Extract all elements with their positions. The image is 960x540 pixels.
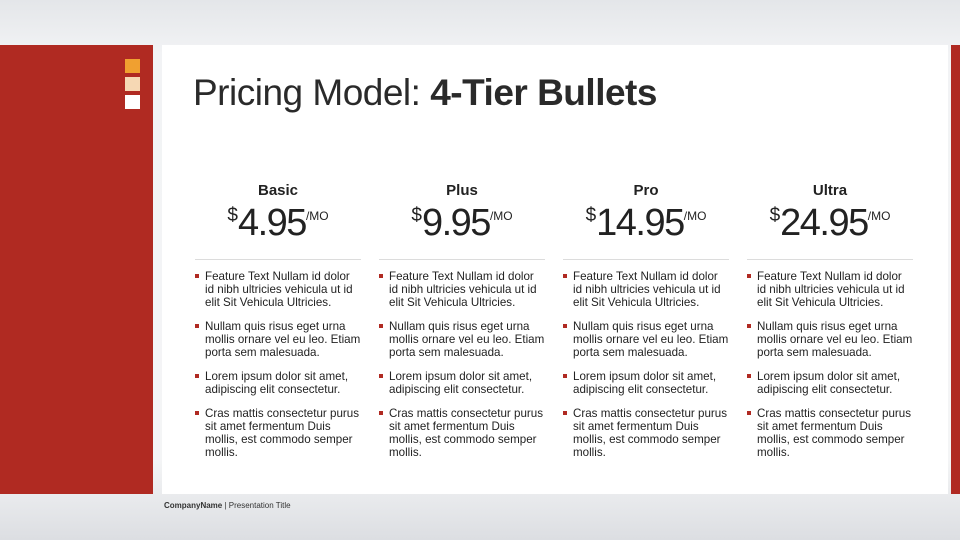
feature-text: Cras mattis consectetur purus sit amet f… <box>389 407 543 459</box>
bullet-icon <box>379 374 383 378</box>
bullet-icon <box>747 274 751 278</box>
currency-symbol: $ <box>769 205 781 226</box>
tier-name: Plus <box>446 182 478 199</box>
price-amount: 4.95 <box>237 202 307 244</box>
bullet-icon <box>747 324 751 328</box>
feature-list: Feature Text Nullam id dolor id nibh ult… <box>195 270 361 459</box>
feature-list: Feature Text Nullam id dolor id nibh ult… <box>747 270 913 459</box>
feature-text: Lorem ipsum dolor sit amet, adipiscing e… <box>389 370 533 396</box>
currency-symbol: $ <box>411 205 422 226</box>
feature-text: Feature Text Nullam id dolor id nibh ult… <box>389 270 537 309</box>
feature-list: Feature Text Nullam id dolor id nibh ult… <box>563 270 729 459</box>
price-amount: 24.95 <box>780 202 869 244</box>
tier-name: Pro <box>633 182 659 199</box>
right-accent-stripe <box>951 45 960 494</box>
bullet-icon <box>379 411 383 415</box>
accent-squares <box>125 59 140 113</box>
title-bold: 4-Tier Bullets <box>430 72 657 113</box>
tier-basic: Basic $4.95/MO Feature Text Nullam id do… <box>195 182 361 470</box>
feature-text: Nullam quis risus eget urna mollis ornar… <box>205 320 361 359</box>
price-amount: 14.95 <box>596 202 685 244</box>
feature-text: Lorem ipsum dolor sit amet, adipiscing e… <box>757 370 901 396</box>
bullet-icon <box>563 274 567 278</box>
tier-price: $24.95/MO <box>747 203 913 243</box>
slide-title: Pricing Model: 4-Tier Bullets <box>193 72 657 114</box>
tier-divider <box>379 259 545 260</box>
accent-square <box>125 59 140 73</box>
bullet-icon <box>195 411 199 415</box>
feature-item: Nullam quis risus eget urna mollis ornar… <box>747 320 913 359</box>
footer-company: CompanyName <box>164 501 223 510</box>
feature-item: Lorem ipsum dolor sit amet, adipiscing e… <box>563 370 729 396</box>
footer-separator: | <box>222 501 229 510</box>
price-period: /MO <box>489 209 513 223</box>
feature-list: Feature Text Nullam id dolor id nibh ult… <box>379 270 545 459</box>
tier-price: $4.95/MO <box>195 203 361 243</box>
bullet-icon <box>747 411 751 415</box>
feature-item: Nullam quis risus eget urna mollis ornar… <box>563 320 729 359</box>
feature-text: Feature Text Nullam id dolor id nibh ult… <box>205 270 353 309</box>
feature-item: Cras mattis consectetur purus sit amet f… <box>747 407 913 459</box>
feature-text: Cras mattis consectetur purus sit amet f… <box>757 407 911 459</box>
tier-price: $14.95/MO <box>563 203 729 243</box>
footer: CompanyName | Presentation Title <box>164 501 291 510</box>
feature-item: Nullam quis risus eget urna mollis ornar… <box>379 320 545 359</box>
tier-price: $9.95/MO <box>379 203 545 243</box>
tier-ultra: Ultra $24.95/MO Feature Text Nullam id d… <box>747 182 913 470</box>
bullet-icon <box>195 324 199 328</box>
bullet-icon <box>563 411 567 415</box>
price-period: /MO <box>867 209 891 223</box>
feature-item: Feature Text Nullam id dolor id nibh ult… <box>747 270 913 309</box>
feature-text: Nullam quis risus eget urna mollis ornar… <box>573 320 729 359</box>
bullet-icon <box>195 374 199 378</box>
title-light: Pricing Model: <box>193 72 431 113</box>
left-accent-band <box>0 45 153 494</box>
feature-item: Cras mattis consectetur purus sit amet f… <box>195 407 361 459</box>
bullet-icon <box>747 374 751 378</box>
feature-item: Lorem ipsum dolor sit amet, adipiscing e… <box>195 370 361 396</box>
feature-text: Cras mattis consectetur purus sit amet f… <box>205 407 359 459</box>
price-period: /MO <box>683 209 707 223</box>
price-period: /MO <box>305 209 329 223</box>
slide-canvas <box>162 45 948 494</box>
feature-item: Nullam quis risus eget urna mollis ornar… <box>195 320 361 359</box>
tier-divider <box>563 259 729 260</box>
footer-presentation-title: Presentation Title <box>228 501 291 510</box>
feature-text: Feature Text Nullam id dolor id nibh ult… <box>573 270 721 309</box>
feature-item: Feature Text Nullam id dolor id nibh ult… <box>379 270 545 309</box>
feature-item: Cras mattis consectetur purus sit amet f… <box>563 407 729 459</box>
currency-symbol: $ <box>585 205 597 226</box>
feature-text: Cras mattis consectetur purus sit amet f… <box>573 407 727 459</box>
feature-item: Feature Text Nullam id dolor id nibh ult… <box>563 270 729 309</box>
tier-name: Basic <box>257 182 299 199</box>
tier-divider <box>195 259 361 260</box>
tier-divider <box>747 259 913 260</box>
feature-text: Nullam quis risus eget urna mollis ornar… <box>389 320 545 359</box>
feature-item: Cras mattis consectetur purus sit amet f… <box>379 407 545 459</box>
bullet-icon <box>379 274 383 278</box>
accent-square <box>125 77 140 91</box>
tier-pro: Pro $14.95/MO Feature Text Nullam id dol… <box>563 182 729 470</box>
currency-symbol: $ <box>227 205 238 226</box>
price-amount: 9.95 <box>421 202 491 244</box>
bullet-icon <box>195 274 199 278</box>
feature-item: Lorem ipsum dolor sit amet, adipiscing e… <box>747 370 913 396</box>
feature-item: Lorem ipsum dolor sit amet, adipiscing e… <box>379 370 545 396</box>
feature-text: Lorem ipsum dolor sit amet, adipiscing e… <box>205 370 349 396</box>
accent-square <box>125 95 140 109</box>
tier-plus: Plus $9.95/MO Feature Text Nullam id dol… <box>379 182 545 470</box>
feature-item: Feature Text Nullam id dolor id nibh ult… <box>195 270 361 309</box>
feature-text: Nullam quis risus eget urna mollis ornar… <box>757 320 913 359</box>
bullet-icon <box>563 374 567 378</box>
feature-text: Feature Text Nullam id dolor id nibh ult… <box>757 270 905 309</box>
bullet-icon <box>563 324 567 328</box>
bullet-icon <box>379 324 383 328</box>
feature-text: Lorem ipsum dolor sit amet, adipiscing e… <box>573 370 717 396</box>
tier-name: Ultra <box>812 182 848 199</box>
